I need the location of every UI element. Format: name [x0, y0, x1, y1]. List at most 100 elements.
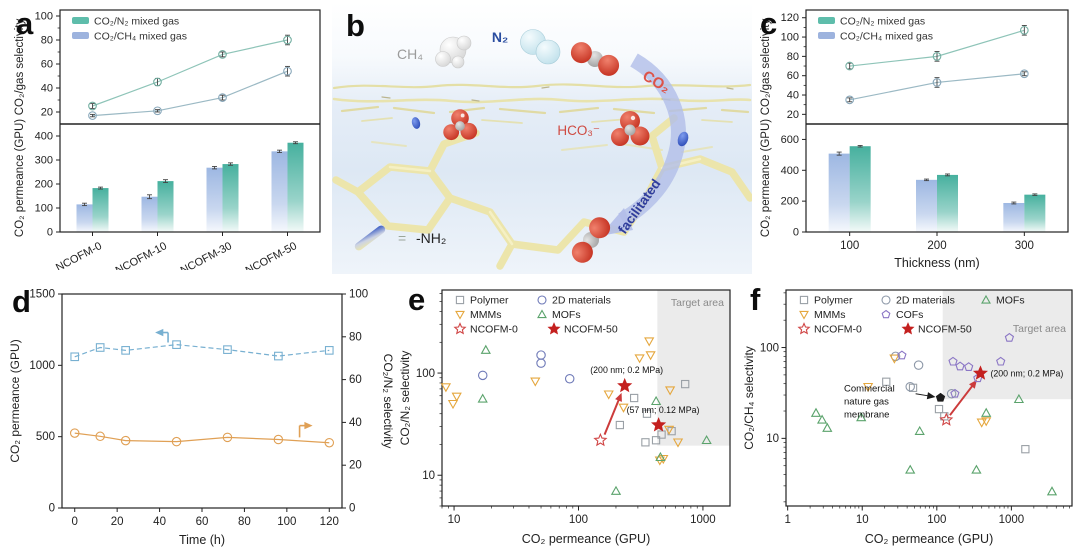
data-point-mofs [822, 422, 833, 432]
tick-label: 60 [349, 374, 362, 386]
panel-label-f: f [750, 282, 761, 317]
tick-label: 80 [349, 331, 362, 343]
tick-label: 10 [766, 433, 779, 445]
legend-marker-polymer [799, 295, 809, 305]
data-point [273, 434, 284, 445]
data-point-mofs [655, 451, 666, 462]
x-axis-label: Thickness (nm) [894, 256, 979, 270]
panel-label-d: d [12, 284, 31, 319]
tick-label: 1500 [29, 289, 55, 301]
data-point-polymer [882, 377, 891, 386]
left-axis-label: CO₂ permeance (GPU) [8, 339, 22, 462]
bar-100 [828, 153, 850, 232]
data-point [172, 340, 181, 349]
data-point-cofs [964, 362, 974, 371]
bar-100 [849, 146, 871, 232]
ch4-label: CH₄ [397, 46, 423, 62]
legend-marker-ncofm-50 [547, 322, 561, 335]
tick-label: 100 [277, 516, 296, 528]
bar-200 [937, 174, 958, 232]
panel-label-e: e [408, 282, 426, 317]
data-point-mofs [856, 412, 867, 422]
data-point-mmms [447, 399, 459, 410]
data-point-mmms [663, 425, 675, 435]
nh2-stick-icon [354, 225, 386, 251]
x-axis-label: CO₂ permeance (GPU) [865, 532, 994, 546]
permeance-axis-label: CO₂ permeance (GPU) [760, 119, 772, 237]
legend-label: 2D materials [552, 295, 611, 307]
tick-label: 0 [72, 516, 78, 528]
legend-marker-ncofm-50 [901, 322, 915, 335]
annotation-text: nature gas [844, 396, 889, 407]
legend-marker-ncofm-0 [453, 322, 467, 335]
data-point-ncofm-50 [617, 377, 633, 393]
data-point-mofs [610, 485, 622, 495]
tick-label: 500 [36, 431, 55, 443]
data-point-2d-materials [536, 350, 546, 360]
tick-label: 20 [349, 460, 362, 472]
tick-label: 80 [41, 35, 53, 47]
nh2-group-left [411, 117, 421, 129]
data-point-mmms [976, 418, 987, 428]
data-point-2d-materials [913, 360, 924, 370]
data-point [324, 437, 335, 448]
tick-label: 1000 [690, 514, 716, 526]
legend-marker-2d-materials [881, 295, 891, 305]
y-axis-label: CO₂/CH₄ selectivity [742, 346, 756, 450]
legend-label: CO₂/CH₄ mixed gas [840, 31, 933, 43]
selectivity-point [1019, 69, 1029, 79]
legend-label: MOFs [552, 309, 581, 321]
category-label: NCOFM-30 [179, 240, 234, 270]
bar-NCOFM-30 [222, 164, 239, 232]
data-point-mofs [914, 425, 925, 435]
nh2-legend-label: -NH₂ [416, 230, 446, 246]
legend-label: CO₂/N₂ mixed gas [94, 16, 179, 28]
bar-200 [916, 179, 937, 232]
legend-label: CO₂/N₂ mixed gas [840, 16, 925, 28]
selectivity-line [92, 70, 288, 117]
legend-label: Polymer [470, 295, 509, 307]
tick-label: 40 [153, 516, 166, 528]
selectivity-axis-label: CO₂/gas selectivity [760, 19, 772, 116]
data-point [95, 343, 105, 352]
data-point-polymer [681, 379, 690, 389]
data-line-right [74, 432, 330, 444]
panel-label-a: a [16, 6, 34, 41]
chart-d-stability: 0 20 40 60 80 100 120 0 500 1000 1500 0 20 40 60 80 100 T… [8, 289, 394, 548]
selectivity-point [153, 77, 162, 87]
data-point-polymer [629, 393, 639, 403]
tick-label: 1000 [999, 514, 1025, 526]
data-point-mofs [650, 395, 662, 406]
panel-b: CH₄ N₂ CO₂ HCO₃⁻ facilitated = -NH₂ [332, 2, 752, 274]
legend-marker-polymer [455, 295, 465, 305]
data-point [70, 352, 80, 362]
annotation-text: Commercial [844, 383, 895, 394]
nh2-group-right [677, 131, 689, 147]
tick-label: 10 [856, 514, 869, 526]
panel-label-b: b [346, 8, 365, 43]
data-point [222, 432, 233, 443]
category-label: 300 [1015, 240, 1034, 252]
legend-label: NCOFM-50 [564, 324, 618, 336]
selectivity-point [845, 95, 855, 105]
data-point-mofs [477, 393, 488, 403]
tick-label: 80 [238, 516, 251, 528]
data-point-mmms [644, 337, 655, 347]
tick-label: 100 [349, 289, 368, 301]
data-point-polymer [615, 420, 625, 430]
chart-c-thickness: 20 40 60 80 100 120 0 200 400 600 100 200 300 Thickne… [760, 9, 1069, 270]
legend-label: MMMs [470, 309, 502, 321]
target-area-label: Target area [1013, 323, 1066, 335]
annotation-arrow [915, 393, 930, 397]
legend-swatch [818, 17, 835, 24]
category-label: NCOFM-0 [54, 240, 104, 270]
data-point [69, 428, 80, 438]
data-point-cofs [996, 356, 1006, 366]
bar-300 [1024, 194, 1046, 232]
x-axis-label: CO₂ permeance (GPU) [522, 532, 651, 546]
data-point [95, 431, 105, 442]
data-point-cofs [948, 356, 958, 366]
data-point-polymer [651, 436, 661, 445]
data-point-mofs [981, 407, 992, 417]
legend-label: MMMs [814, 309, 846, 321]
